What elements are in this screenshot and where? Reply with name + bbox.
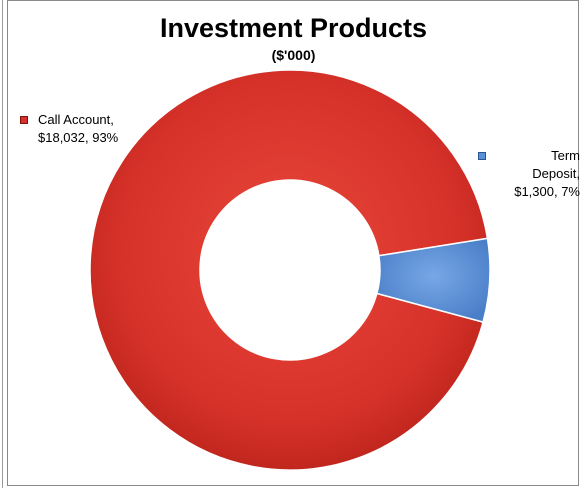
data-label-term-deposit: Term Deposit, $1,300, 7%	[470, 147, 580, 201]
term-deposit-label-line2: Deposit,	[532, 166, 580, 181]
term-deposit-legend-key	[478, 152, 486, 160]
call-account-label-line1: Call Account,	[38, 112, 114, 127]
term-deposit-label-line1: Term	[551, 148, 580, 163]
call-account-legend-key	[20, 116, 28, 124]
data-label-call-account: Call Account, $18,032, 93%	[20, 111, 170, 147]
term-deposit-label-line3: $1,300, 7%	[514, 184, 580, 199]
slice-call-account	[89, 69, 489, 471]
window-left-edge	[0, 0, 3, 488]
slice-term-deposit	[375, 237, 491, 324]
chart-title: Investment Products	[159, 13, 428, 43]
call-account-label-line2: $18,032, 93%	[38, 130, 119, 145]
chart-subtitle: ($'000)	[271, 47, 316, 63]
